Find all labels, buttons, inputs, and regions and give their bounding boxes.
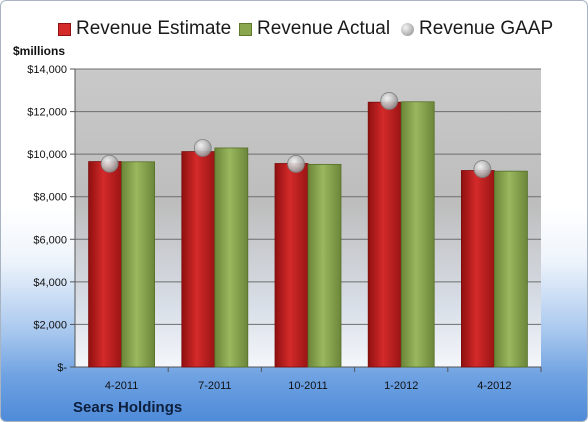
x-tick-label: 10-2011: [288, 380, 328, 392]
y-tick-label: $12,000: [27, 107, 67, 119]
legend-item-revenue-gaap: Revenue GAAP: [401, 15, 553, 43]
bar-revenue-estimate: [181, 151, 216, 368]
marker-revenue-gaap: [473, 160, 492, 178]
bar-revenue-estimate: [274, 163, 309, 368]
bar-revenue-actual: [493, 170, 528, 368]
bar-revenue-actual: [121, 161, 155, 368]
y-tick-label: $4,000: [33, 277, 67, 289]
chart-legend: Revenue Estimate Revenue Actual Revenue …: [1, 15, 587, 43]
y-tick-label: $8,000: [33, 192, 67, 204]
legend-item-revenue-estimate: Revenue Estimate: [58, 15, 231, 43]
legend-swatch-green: [239, 22, 252, 36]
bar-revenue-estimate: [88, 161, 122, 368]
y-tick-label: $6,000: [33, 234, 67, 246]
legend-marker-gray: [401, 22, 414, 36]
legend-label-gaap: Revenue GAAP: [419, 18, 554, 39]
marker-revenue-gaap: [287, 155, 305, 173]
bar-revenue-actual: [307, 163, 342, 368]
company-name: Sears Holdings: [73, 399, 183, 416]
bar-revenue-actual: [400, 101, 435, 368]
legend-item-revenue-actual: Revenue Actual: [239, 15, 390, 43]
x-tick-label: 7-2011: [198, 380, 231, 392]
y-axis-unit-label: $millions: [13, 44, 66, 58]
x-tick-label: 1-2012: [384, 380, 418, 392]
legend-swatch-red: [58, 22, 71, 36]
bar-revenue-estimate: [367, 101, 402, 368]
legend-label-actual: Revenue Actual: [257, 18, 391, 39]
y-tick-label: $14,000: [27, 64, 67, 76]
legend-label-estimate: Revenue Estimate: [76, 18, 232, 39]
bar-revenue-actual: [214, 147, 249, 368]
marker-revenue-gaap: [380, 92, 399, 110]
y-tick-label: $10,000: [27, 149, 67, 161]
y-tick-label: $-: [57, 362, 67, 374]
x-tick-label: 4-2012: [477, 380, 511, 392]
marker-revenue-gaap: [193, 139, 212, 157]
marker-revenue-gaap: [100, 154, 119, 173]
y-tick-label: $2,000: [33, 319, 67, 331]
x-tick-label: 4-2011: [105, 380, 138, 392]
bar-revenue-estimate: [460, 170, 495, 368]
